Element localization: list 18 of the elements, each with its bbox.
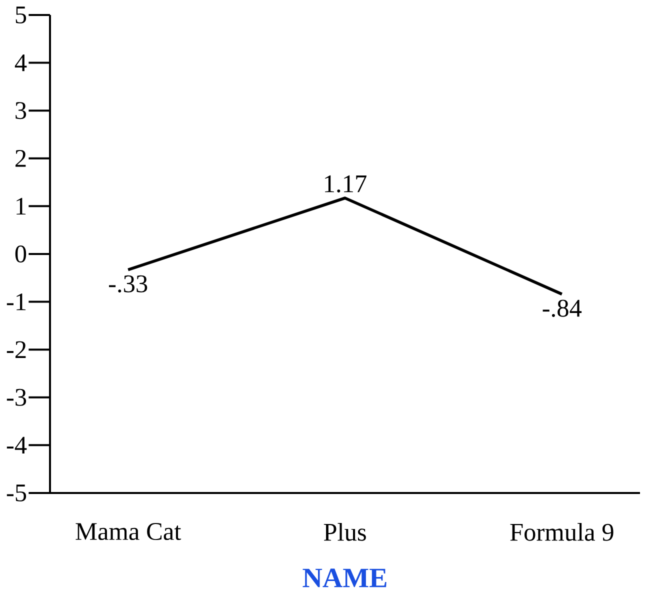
x-axis-title: NAME	[302, 568, 386, 588]
y-tick-label: -5	[6, 484, 26, 502]
y-tick-label: 5	[16, 6, 26, 24]
y-tick-label: -4	[6, 436, 27, 454]
x-tick-label: Formula 9	[510, 523, 614, 541]
y-tick-label: 1	[16, 198, 26, 215]
y-tick-label: -1	[6, 293, 26, 310]
y-tick-label: -3	[6, 388, 26, 406]
data-label: 1.17	[325, 175, 366, 192]
y-tick-label: 3	[16, 102, 26, 120]
x-tick-label: Plus	[324, 523, 366, 541]
y-tick-label: 4	[14, 54, 27, 72]
y-tick-label: -2	[6, 341, 26, 358]
x-tick-label: Mama Cat	[76, 523, 182, 540]
data-label: -.33	[108, 275, 148, 292]
data-label: -.84	[542, 300, 582, 317]
y-tick-label: 2	[16, 150, 26, 167]
y-tick-label: 0	[15, 245, 26, 263]
